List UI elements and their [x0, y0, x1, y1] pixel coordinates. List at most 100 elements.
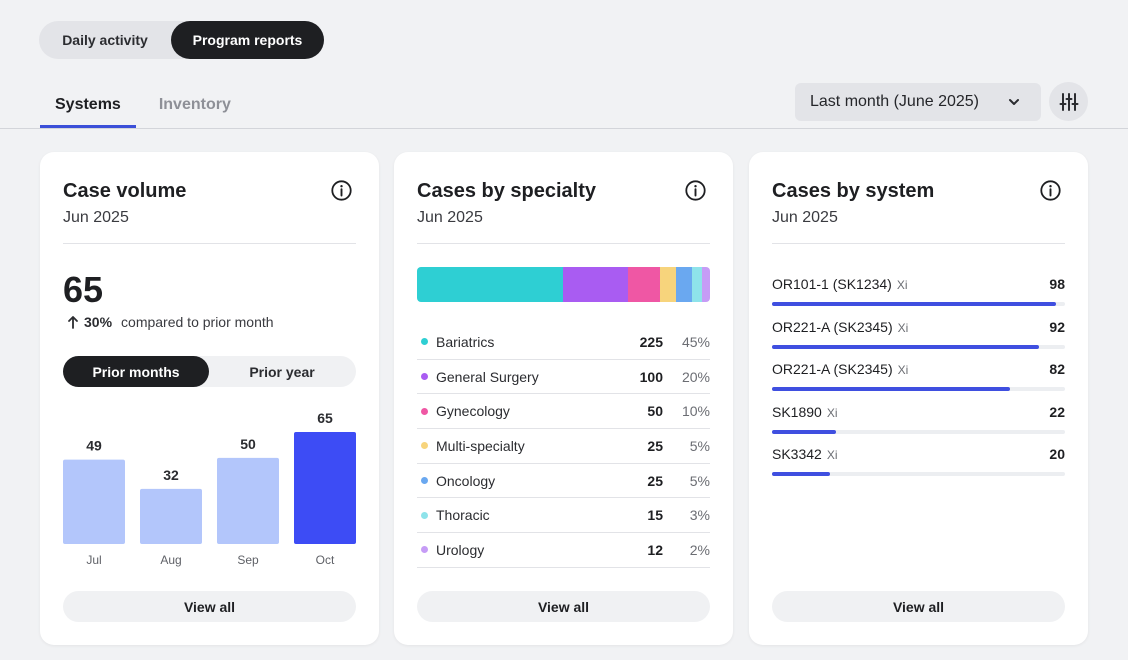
- bar-value-label: 65: [317, 410, 333, 426]
- list-item[interactable]: Urology 12 2%: [417, 533, 710, 568]
- tab-inventory[interactable]: Inventory: [158, 96, 231, 113]
- bar-jul[interactable]: [63, 459, 125, 544]
- list-item[interactable]: General Surgery 100 20%: [417, 360, 710, 395]
- tab-bar: Systems Inventory: [40, 84, 246, 128]
- daily-activity-toggle[interactable]: Daily activity: [39, 21, 171, 59]
- stack-segment-multi-specialty[interactable]: [660, 267, 677, 302]
- bar-sep[interactable]: [217, 457, 279, 544]
- prior-year-toggle[interactable]: Prior year: [209, 356, 355, 387]
- specialty-stacked-bar: [417, 267, 710, 302]
- legend-dot-icon: [421, 511, 428, 519]
- system-bar-fill: [772, 472, 830, 476]
- specialty-percent: 45%: [681, 333, 710, 350]
- info-icon[interactable]: [331, 180, 352, 201]
- stack-segment-gynecology[interactable]: [627, 267, 661, 302]
- info-icon[interactable]: [685, 180, 706, 201]
- list-item[interactable]: OR221-A (SK2345) Xi 92: [772, 319, 1065, 362]
- specialty-subtitle: Jun 2025: [417, 209, 483, 226]
- bar-value-label: 50: [240, 436, 256, 452]
- system-model: Xi: [826, 448, 838, 462]
- filter-button[interactable]: [1049, 82, 1088, 121]
- specialty-percent: 10%: [681, 403, 710, 420]
- list-item[interactable]: Bariatrics 225 45%: [417, 325, 710, 360]
- program-reports-toggle[interactable]: Program reports: [171, 21, 324, 59]
- cases-by-specialty-card: Cases by specialty Jun 2025 Bariatrics 22…: [394, 152, 733, 645]
- specialty-name: Oncology: [436, 472, 496, 489]
- system-label: SK3342 Xi: [772, 446, 838, 462]
- list-item[interactable]: Gynecology 50 10%: [417, 394, 710, 430]
- system-bar-track: [772, 472, 1065, 476]
- system-bar-track: [772, 387, 1065, 391]
- system-value: 22: [1049, 403, 1065, 420]
- info-icon[interactable]: [1040, 180, 1061, 201]
- system-bar-track: [772, 344, 1065, 349]
- specialty-list: Bariatrics 225 45% General Surgery 100 20% Gyn…: [417, 325, 710, 568]
- stack-segment-thoracic[interactable]: [692, 267, 703, 302]
- system-subtitle: Jun 2025: [772, 209, 838, 226]
- view-toggle: Daily activity Program reports: [39, 21, 324, 59]
- case-volume-value: 65: [63, 269, 104, 310]
- system-name: SK1890: [772, 403, 822, 420]
- prior-months-toggle[interactable]: Prior months: [63, 356, 209, 387]
- bar-oct[interactable]: [294, 432, 356, 544]
- stack-segment-urology[interactable]: [702, 267, 710, 302]
- specialty-name: Thoracic: [436, 507, 490, 524]
- system-model: Xi: [897, 363, 909, 377]
- case-volume-view-all-button[interactable]: View all: [63, 591, 356, 622]
- system-value: 92: [1049, 318, 1065, 335]
- system-view-all-button[interactable]: View all: [772, 591, 1065, 622]
- system-model: Xi: [826, 405, 838, 420]
- specialty-count: 25: [647, 472, 663, 489]
- tab-divider: [0, 128, 1128, 129]
- stack-segment-general-surgery[interactable]: [562, 267, 628, 302]
- specialty-count: 225: [639, 333, 663, 350]
- case-volume-delta: 30% compared to prior month: [67, 314, 274, 330]
- list-item[interactable]: SK3342 Xi 20: [772, 446, 1065, 489]
- list-item[interactable]: Thoracic 15 3%: [417, 498, 710, 534]
- system-label: OR221-A (SK2345) Xi: [772, 361, 908, 377]
- case-volume-title: Case volume: [63, 180, 187, 202]
- specialty-count: 12: [647, 541, 663, 558]
- x-tick-label: Sep: [237, 553, 259, 567]
- stack-segment-bariatrics[interactable]: [417, 267, 563, 302]
- system-name: OR101-1 (SK1234): [772, 276, 892, 292]
- list-item[interactable]: Multi-specialty 25 5%: [417, 429, 710, 464]
- delta-text: compared to prior month: [121, 314, 274, 330]
- legend-dot-icon: [421, 407, 428, 415]
- legend-dot-icon: [421, 338, 428, 346]
- specialty-percent: 3%: [689, 507, 710, 524]
- legend-dot-icon: [421, 546, 428, 554]
- tab-systems[interactable]: Systems: [40, 84, 136, 128]
- x-tick-label: Oct: [316, 553, 335, 567]
- x-tick-label: Aug: [160, 553, 181, 567]
- bar-aug[interactable]: [140, 488, 202, 544]
- delta-percent: 30%: [84, 314, 113, 330]
- comparison-toggle: Prior months Prior year: [63, 356, 356, 387]
- system-bar-fill: [772, 344, 1039, 349]
- chevron-down-icon: [1009, 99, 1019, 105]
- date-range-select[interactable]: Last month (June 2025): [795, 83, 1041, 121]
- specialty-name: Bariatrics: [436, 333, 495, 350]
- case-volume-subtitle: Jun 2025: [63, 209, 129, 226]
- system-label: OR101-1 (SK1234) Xi: [772, 276, 908, 292]
- list-item[interactable]: Oncology 25 5%: [417, 464, 710, 499]
- specialty-view-all-button[interactable]: View all: [417, 591, 710, 622]
- legend-dot-icon: [421, 373, 428, 381]
- specialty-name: Gynecology: [436, 403, 510, 420]
- bar-value-label: 32: [163, 467, 179, 483]
- system-label: OR221-A (SK2345) Xi: [772, 319, 908, 335]
- card-divider: [63, 243, 356, 244]
- system-name: SK3342: [772, 446, 822, 462]
- specialty-percent: 5%: [689, 437, 710, 454]
- system-model: Xi: [896, 278, 908, 292]
- specialty-name: Multi-specialty: [436, 437, 525, 454]
- specialty-count: 50: [647, 403, 663, 420]
- specialty-name: Urology: [436, 541, 485, 558]
- system-value: 82: [1049, 361, 1065, 377]
- list-item[interactable]: OR101-1 (SK1234) Xi 98: [772, 276, 1065, 319]
- list-item[interactable]: OR221-A (SK2345) Xi 82: [772, 361, 1065, 404]
- list-item[interactable]: SK1890 Xi 22: [772, 404, 1065, 447]
- case-volume-card: Case volume Jun 2025 65 30% compared to …: [40, 152, 379, 645]
- stack-segment-oncology[interactable]: [676, 267, 693, 302]
- specialty-name: General Surgery: [436, 368, 539, 385]
